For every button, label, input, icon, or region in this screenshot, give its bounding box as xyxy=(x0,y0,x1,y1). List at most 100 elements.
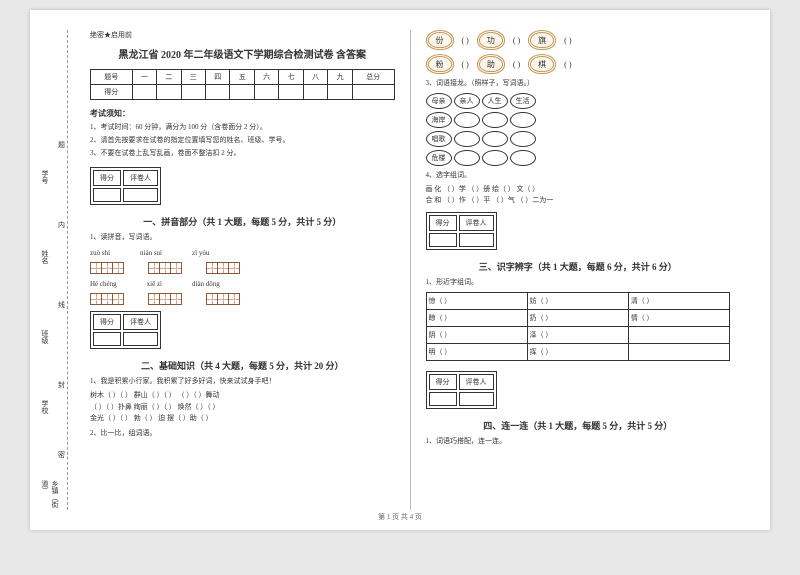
column-divider xyxy=(410,30,411,510)
question-text: 2、比一比，组词语。 xyxy=(90,428,395,439)
pinyin-row: zuò shì nián suì zì yóu xyxy=(90,249,395,257)
binding-label: 学号 xyxy=(40,170,50,184)
fan-shape: 助 xyxy=(477,54,505,74)
header-cell: 二 xyxy=(157,70,181,85)
binding-label: 姓名 xyxy=(40,250,50,264)
score-label: 得分 xyxy=(429,374,457,390)
oval-blank xyxy=(510,112,536,128)
header-cell: 八 xyxy=(303,70,327,85)
binding-label: 班级 xyxy=(40,330,50,344)
paper-title: 黑龙江省 2020 年二年级语文下学期综合检测试卷 含答案 xyxy=(90,46,395,61)
section-title: 二、基础知识（共 4 大题，每题 5 分，共计 20 分） xyxy=(90,359,395,372)
seal-mark: 线 xyxy=(58,300,65,310)
fan-row: 粉( ) 助( ) 棋( ) xyxy=(426,54,731,74)
char-cell: 泽（ ） xyxy=(527,326,628,343)
similar-char-table: 惊（ ）妨（ ）清（ ） 晾（ ）扔（ ）情（ ） 阴（ ）泽（ ） 明（ ）挥… xyxy=(426,292,731,361)
oval-blank xyxy=(454,112,480,128)
character-grid xyxy=(90,263,123,274)
oval-word: 母亲 xyxy=(426,93,452,109)
question-text: 1、词语巧搭配，连一连。 xyxy=(426,436,731,447)
pinyin-text: zuò shì xyxy=(90,249,110,257)
reviewer-label: 评卷人 xyxy=(459,374,494,390)
char-cell xyxy=(628,326,729,343)
fill-blank: 金光（ ）（ ） 勃（ ） 迫 摆（ ）助（ ） xyxy=(90,413,395,424)
paren-blank: ( ) xyxy=(462,60,469,69)
oval-word: 亲人 xyxy=(454,93,480,109)
oval-blank xyxy=(482,131,508,147)
oval-word: 危楼 xyxy=(426,150,452,166)
pinyin-text: Hé chéng xyxy=(90,280,117,288)
score-table: 题号 一 二 三 四 五 六 七 八 九 总分 得分 xyxy=(90,69,395,100)
pinyin-text: nián suì xyxy=(140,249,162,257)
character-grid xyxy=(206,263,239,274)
oval-chain-row: 唱歌 xyxy=(426,131,731,147)
paren-blank: ( ) xyxy=(564,60,571,69)
fan-shape: 棋 xyxy=(528,54,556,74)
fill-blank: 画 化 （ ）学 （ ）册 绘（ ） 文（ ） xyxy=(426,184,731,195)
binding-label: 学校 xyxy=(40,400,50,414)
question-text: 1、形近字组词。 xyxy=(426,277,731,288)
scorer-box: 得分评卷人 xyxy=(426,371,497,409)
score-label: 得分 xyxy=(429,215,457,231)
header-cell: 一 xyxy=(132,70,156,85)
char-cell: 情（ ） xyxy=(628,309,729,326)
reviewer-label: 评卷人 xyxy=(123,170,158,186)
pinyin-text: zì yóu xyxy=(192,249,209,257)
paren-blank: ( ) xyxy=(513,36,520,45)
pinyin-text: diàn dǒng xyxy=(192,280,220,288)
character-grid xyxy=(148,294,181,305)
scorer-box: 得分评卷人 xyxy=(90,167,161,205)
header-cell: 七 xyxy=(279,70,303,85)
char-cell: 妨（ ） xyxy=(527,292,628,309)
tianzige-row xyxy=(90,263,395,274)
oval-blank xyxy=(454,131,480,147)
tianzige-row xyxy=(90,294,395,305)
header-cell: 五 xyxy=(230,70,254,85)
fill-blank: （ ）（ ）扑鼻 绚丽（ ）（ ） 焕然（ ）（ ） xyxy=(90,402,395,413)
fan-shape: 份 xyxy=(426,30,454,50)
oval-word: 人生 xyxy=(482,93,508,109)
binding-area: 乡镇（街道） 学校 班级 姓名 学号 密 封 线 内 题 xyxy=(38,30,68,510)
pinyin-text: xiē zì xyxy=(147,280,162,288)
question-text: 4、选字组词。 xyxy=(426,170,731,181)
score-label: 得分 xyxy=(93,314,121,330)
header-cell: 四 xyxy=(206,70,230,85)
char-cell: 扔（ ） xyxy=(527,309,628,326)
oval-chain-row: 母亲 亲人 人生 生活 xyxy=(426,93,731,109)
fan-shape: 粉 xyxy=(426,54,454,74)
reviewer-label: 评卷人 xyxy=(123,314,158,330)
question-text: 1、我是积累小行家。我积累了好多好词，快来试试身手吧！ xyxy=(90,376,395,387)
seal-mark: 封 xyxy=(58,380,65,390)
paren-blank: ( ) xyxy=(564,36,571,45)
char-cell: 惊（ ） xyxy=(426,292,527,309)
fan-shape: 旗 xyxy=(528,30,556,50)
score-row-label: 得分 xyxy=(91,85,133,100)
oval-blank xyxy=(454,150,480,166)
seal-mark: 题 xyxy=(58,140,65,150)
oval-word: 海岸 xyxy=(426,112,452,128)
oval-blank xyxy=(510,131,536,147)
left-column: 绝密★启用前 黑龙江省 2020 年二年级语文下学期综合检测试卷 含答案 题号 … xyxy=(80,30,405,510)
oval-blank xyxy=(482,112,508,128)
fan-row: 份 ( ) 功 ( ) 旗 ( ) xyxy=(426,30,731,50)
header-cell: 三 xyxy=(181,70,205,85)
seal-mark: 密 xyxy=(58,450,65,460)
char-cell: 清（ ） xyxy=(628,292,729,309)
fan-shape: 功 xyxy=(477,30,505,50)
oval-word: 唱歌 xyxy=(426,131,452,147)
notice-item: 2、请首先按要求在试卷的指定位置填写您的姓名、班级、学号。 xyxy=(90,136,395,146)
paren-blank: ( ) xyxy=(462,36,469,45)
scorer-box: 得分评卷人 xyxy=(90,311,161,349)
section-title: 一、拼音部分（共 1 大题，每题 5 分，共计 5 分） xyxy=(90,215,395,228)
section-title: 四、连一连（共 1 大题，每题 5 分，共计 5 分） xyxy=(426,419,731,432)
header-cell: 总分 xyxy=(352,70,394,85)
oval-chain-row: 海岸 xyxy=(426,112,731,128)
char-cell: 阴（ ） xyxy=(426,326,527,343)
oval-blank xyxy=(482,150,508,166)
char-cell: 挥（ ） xyxy=(527,343,628,360)
right-column: 份( ) 功( ) 旗( ) 粉( ) 助( ) 棋( ) 3、词语接龙。（照样… xyxy=(416,30,741,510)
page-footer: 第 1 页 共 4 页 xyxy=(30,512,770,522)
seal-mark: 内 xyxy=(58,220,65,230)
character-grid xyxy=(206,294,239,305)
notice-item: 3、不要在试卷上乱写乱画，卷面不整洁扣 2 分。 xyxy=(90,149,395,159)
